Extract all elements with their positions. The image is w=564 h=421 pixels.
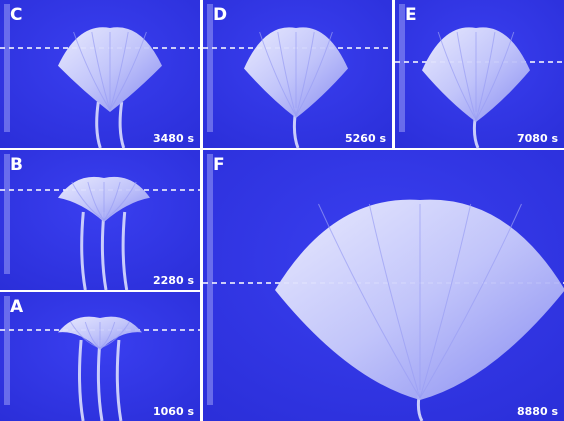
ruler (207, 154, 213, 405)
figure: C 3480 s D 5260 s E 7080 s B 2280 s A 1060 s F 8880… (0, 0, 564, 421)
panel-label: F (213, 155, 225, 175)
panel: F 8880 s (203, 150, 564, 421)
panel-label: D (213, 5, 227, 25)
panel: D 5260 s (203, 0, 392, 148)
time-label: 8880 s (517, 405, 558, 418)
panel: E 7080 s (395, 0, 564, 148)
panel: C 3480 s (0, 0, 200, 148)
time-label: 5260 s (345, 132, 386, 145)
time-label: 7080 s (517, 132, 558, 145)
panel: A 1060 s (0, 292, 200, 421)
panel: B 2280 s (0, 150, 200, 290)
panel-label: A (10, 297, 24, 317)
time-label: 2280 s (153, 274, 194, 287)
photo (0, 150, 200, 290)
panel-label: B (10, 155, 23, 175)
panel-label: E (405, 5, 417, 25)
time-label: 3480 s (153, 132, 194, 145)
time-label: 1060 s (153, 405, 194, 418)
panel-label: C (10, 5, 22, 25)
page: {"panels": [ {"label": "C", "time": "348… (0, 0, 564, 421)
